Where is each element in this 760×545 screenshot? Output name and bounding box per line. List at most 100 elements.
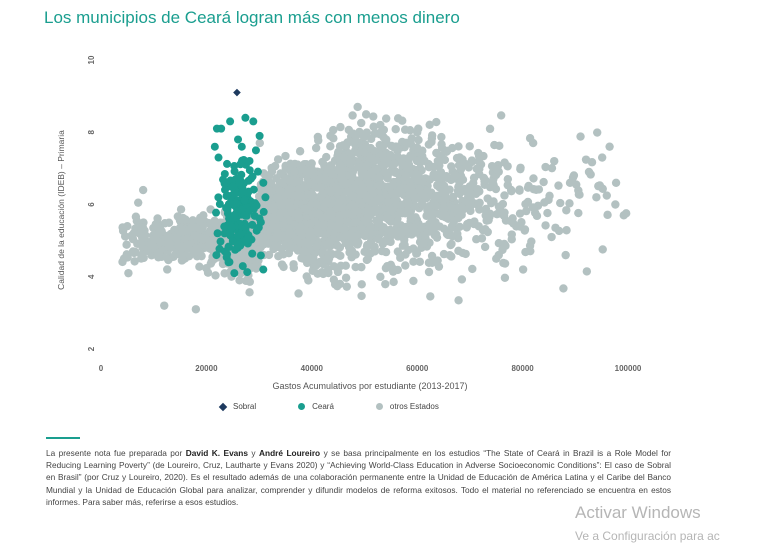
data-point	[436, 168, 446, 177]
data-point	[270, 161, 280, 171]
data-point	[576, 132, 585, 141]
data-point	[465, 142, 474, 151]
data-point	[425, 120, 434, 129]
data-point	[235, 178, 244, 187]
data-point	[434, 262, 444, 271]
y-tick-label: 2	[87, 346, 96, 351]
data-point	[215, 200, 224, 209]
data-point	[341, 273, 351, 282]
data-point	[322, 197, 331, 206]
data-point	[334, 147, 343, 157]
chart-legend: Sobral Ceará otros Estados	[218, 402, 481, 411]
data-point	[236, 269, 245, 278]
data-point	[211, 271, 220, 280]
x-axis-label: Gastos Acumulativos por estudiante (2013…	[272, 381, 467, 391]
data-point	[229, 182, 238, 191]
data-point	[481, 204, 491, 214]
data-point	[550, 156, 559, 166]
data-point	[562, 206, 571, 215]
legend-item-otros-estados[interactable]: otros Estados	[375, 402, 439, 411]
data-point	[440, 204, 449, 213]
data-point	[333, 241, 342, 250]
data-point	[366, 222, 375, 231]
data-point	[523, 197, 533, 207]
data-point	[212, 251, 221, 260]
note-text: La presente nota fue preparada por	[46, 448, 186, 458]
data-point	[252, 201, 261, 210]
data-point	[254, 192, 264, 201]
dot-marker-icon	[298, 403, 306, 410]
data-point	[429, 170, 438, 179]
data-point	[413, 128, 422, 137]
data-point	[398, 116, 407, 125]
data-point	[295, 147, 305, 156]
data-point	[495, 141, 504, 151]
data-point	[354, 177, 363, 186]
data-point	[336, 122, 345, 132]
data-point	[412, 143, 422, 152]
data-point	[412, 156, 422, 166]
legend-item-sobral[interactable]: Sobral	[218, 402, 256, 411]
legend-item-ceara[interactable]: Ceará	[298, 402, 334, 411]
data-point	[611, 200, 620, 209]
data-point	[447, 222, 457, 231]
data-point	[374, 173, 383, 183]
data-point	[427, 137, 436, 147]
data-point	[455, 222, 464, 232]
x-tick-label: 80000	[511, 364, 534, 373]
data-point	[245, 288, 254, 297]
data-point	[445, 250, 454, 260]
data-point	[209, 234, 218, 244]
data-point	[129, 228, 138, 238]
data-point	[454, 142, 463, 151]
data-point	[342, 282, 351, 291]
data-point	[272, 242, 282, 252]
data-point	[541, 162, 550, 172]
data-point	[575, 190, 584, 199]
data-point	[385, 216, 394, 225]
data-point	[454, 213, 463, 223]
data-point	[406, 214, 416, 223]
y-tick-label: 4	[87, 274, 96, 279]
data-point	[433, 180, 442, 190]
data-point	[236, 160, 245, 169]
data-point	[178, 242, 187, 251]
data-point	[492, 254, 501, 263]
series-otros-estados	[118, 102, 631, 314]
data-point	[370, 247, 379, 256]
data-point	[522, 206, 531, 216]
data-point	[362, 255, 372, 265]
data-point	[369, 122, 378, 131]
data-point	[424, 267, 434, 277]
data-point	[138, 185, 148, 195]
data-point	[340, 153, 349, 163]
data-point	[611, 178, 621, 187]
data-point	[224, 258, 233, 267]
data-point	[375, 194, 384, 203]
data-point	[597, 153, 607, 162]
data-point	[456, 165, 466, 174]
data-point	[120, 232, 130, 241]
data-point	[473, 184, 482, 194]
data-point	[318, 220, 328, 230]
data-point	[365, 179, 374, 189]
data-point	[515, 185, 524, 194]
data-point	[383, 171, 392, 181]
data-point	[165, 232, 174, 242]
data-point	[275, 178, 285, 187]
author-name: David K. Evans	[185, 448, 248, 458]
data-point	[231, 245, 240, 254]
data-point	[532, 211, 542, 221]
data-point	[285, 176, 294, 186]
data-point	[540, 198, 549, 207]
data-point	[377, 128, 386, 137]
data-point	[390, 159, 399, 169]
data-point	[333, 249, 342, 259]
data-point	[223, 209, 232, 218]
data-point	[437, 132, 446, 142]
data-point	[524, 181, 533, 191]
data-point	[214, 153, 223, 162]
data-point	[317, 268, 327, 277]
data-point	[294, 213, 304, 223]
data-point	[228, 223, 237, 232]
